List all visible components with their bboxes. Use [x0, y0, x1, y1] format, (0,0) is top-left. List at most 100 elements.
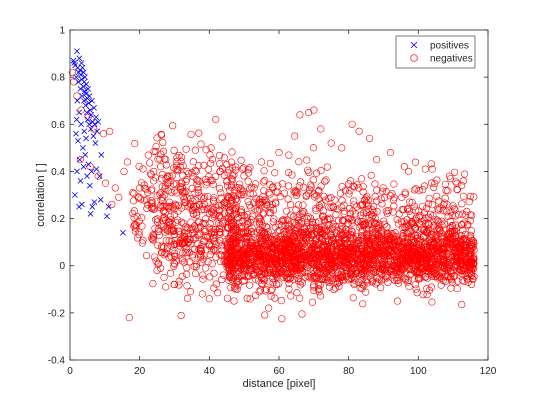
negative-point: [201, 193, 209, 201]
negative-point: [153, 218, 162, 226]
positive-point-stroke: [71, 60, 78, 66]
positive-point-stroke: [74, 48, 80, 55]
negative-point: [235, 263, 243, 272]
negative-point: [373, 236, 381, 244]
positive-point-stroke: [82, 74, 88, 81]
positive-point-stroke: [78, 201, 85, 208]
negative-point: [263, 231, 271, 239]
negative-point: [270, 215, 278, 223]
negative-point: [222, 202, 230, 210]
negative-point: [346, 230, 355, 239]
positive-point-stroke: [83, 135, 89, 142]
positive-point: [87, 210, 94, 217]
negative-point: [349, 294, 357, 302]
negative-point: [204, 165, 212, 173]
negative-point: [136, 184, 144, 192]
negative-point: [282, 246, 290, 254]
negative-point: [301, 273, 309, 281]
data-layer: [68, 48, 478, 323]
negative-point: [259, 210, 267, 218]
legend-marker-positives: [410, 41, 418, 49]
negative-point: [215, 239, 223, 247]
negative-point: [464, 265, 472, 273]
negative-point: [363, 237, 372, 245]
negative-point: [205, 172, 213, 181]
negative-point: [183, 224, 191, 232]
negative-point: [237, 240, 245, 248]
negative-point: [419, 186, 427, 194]
negative-point: [312, 244, 321, 252]
negative-point: [367, 220, 375, 228]
negative-point: [423, 291, 431, 299]
negative-point: [308, 218, 316, 227]
negative-point: [183, 294, 192, 302]
negative-point: [160, 251, 168, 259]
negative-point: [174, 207, 182, 215]
negative-point: [317, 167, 325, 175]
negative-point: [369, 256, 378, 265]
negative-point: [460, 234, 469, 242]
negative-point: [379, 248, 387, 256]
negative-point: [278, 217, 286, 225]
negative-point: [237, 208, 245, 216]
negative-point: [298, 266, 306, 275]
positive-point-stroke: [75, 78, 82, 85]
negative-point: [299, 241, 307, 249]
negative-point: [412, 285, 420, 293]
negative-point: [163, 179, 172, 188]
negative-point: [148, 234, 156, 242]
negative-point: [266, 235, 274, 243]
negative-point: [197, 193, 205, 201]
legend: positives negatives: [395, 35, 476, 69]
negative-point: [373, 197, 381, 205]
negative-point: [294, 201, 303, 209]
negative-point: [390, 202, 398, 210]
negative-point: [165, 172, 174, 180]
positive-point: [93, 166, 100, 172]
negative-point: [380, 220, 389, 228]
negative-point: [327, 231, 335, 239]
negative-point: [230, 171, 238, 179]
negative-point: [191, 270, 200, 278]
negative-point: [459, 257, 468, 265]
negative-point: [182, 145, 190, 153]
negative-point: [333, 246, 341, 254]
negative-point: [225, 194, 233, 202]
negative-point: [305, 230, 313, 239]
negative-point: [362, 263, 370, 271]
negative-point: [177, 218, 186, 226]
negative-point: [177, 236, 185, 244]
negative-point: [159, 147, 168, 155]
negative-point: [357, 234, 365, 242]
negative-point: [177, 311, 185, 320]
negative-point: [422, 214, 430, 222]
negative-point: [441, 180, 449, 188]
negative-point: [196, 244, 204, 252]
negative-point: [309, 144, 318, 152]
positive-point-stroke: [91, 199, 98, 205]
positive-point: [93, 114, 100, 121]
negative-point: [235, 259, 243, 267]
negative-point: [432, 215, 440, 224]
negative-point: [157, 131, 166, 139]
positive-point: [79, 93, 86, 99]
negative-point: [443, 200, 451, 209]
negative-point: [199, 271, 207, 279]
positive-point: [98, 152, 105, 158]
negative-point: [393, 216, 401, 224]
negative-point: [355, 127, 363, 135]
negative-point: [312, 169, 321, 177]
negative-point: [151, 205, 159, 213]
negative-point: [468, 271, 476, 279]
negative-point: [189, 172, 197, 181]
negative-point: [162, 283, 170, 291]
positive-point: [83, 109, 90, 116]
negative-point: [236, 272, 244, 281]
negative-point: [422, 243, 430, 251]
negative-point: [338, 231, 346, 239]
positive-point-stroke: [87, 210, 94, 217]
negative-point: [200, 195, 208, 203]
positive-point: [78, 60, 85, 66]
negative-point: [322, 176, 330, 184]
negative-point: [292, 206, 300, 214]
